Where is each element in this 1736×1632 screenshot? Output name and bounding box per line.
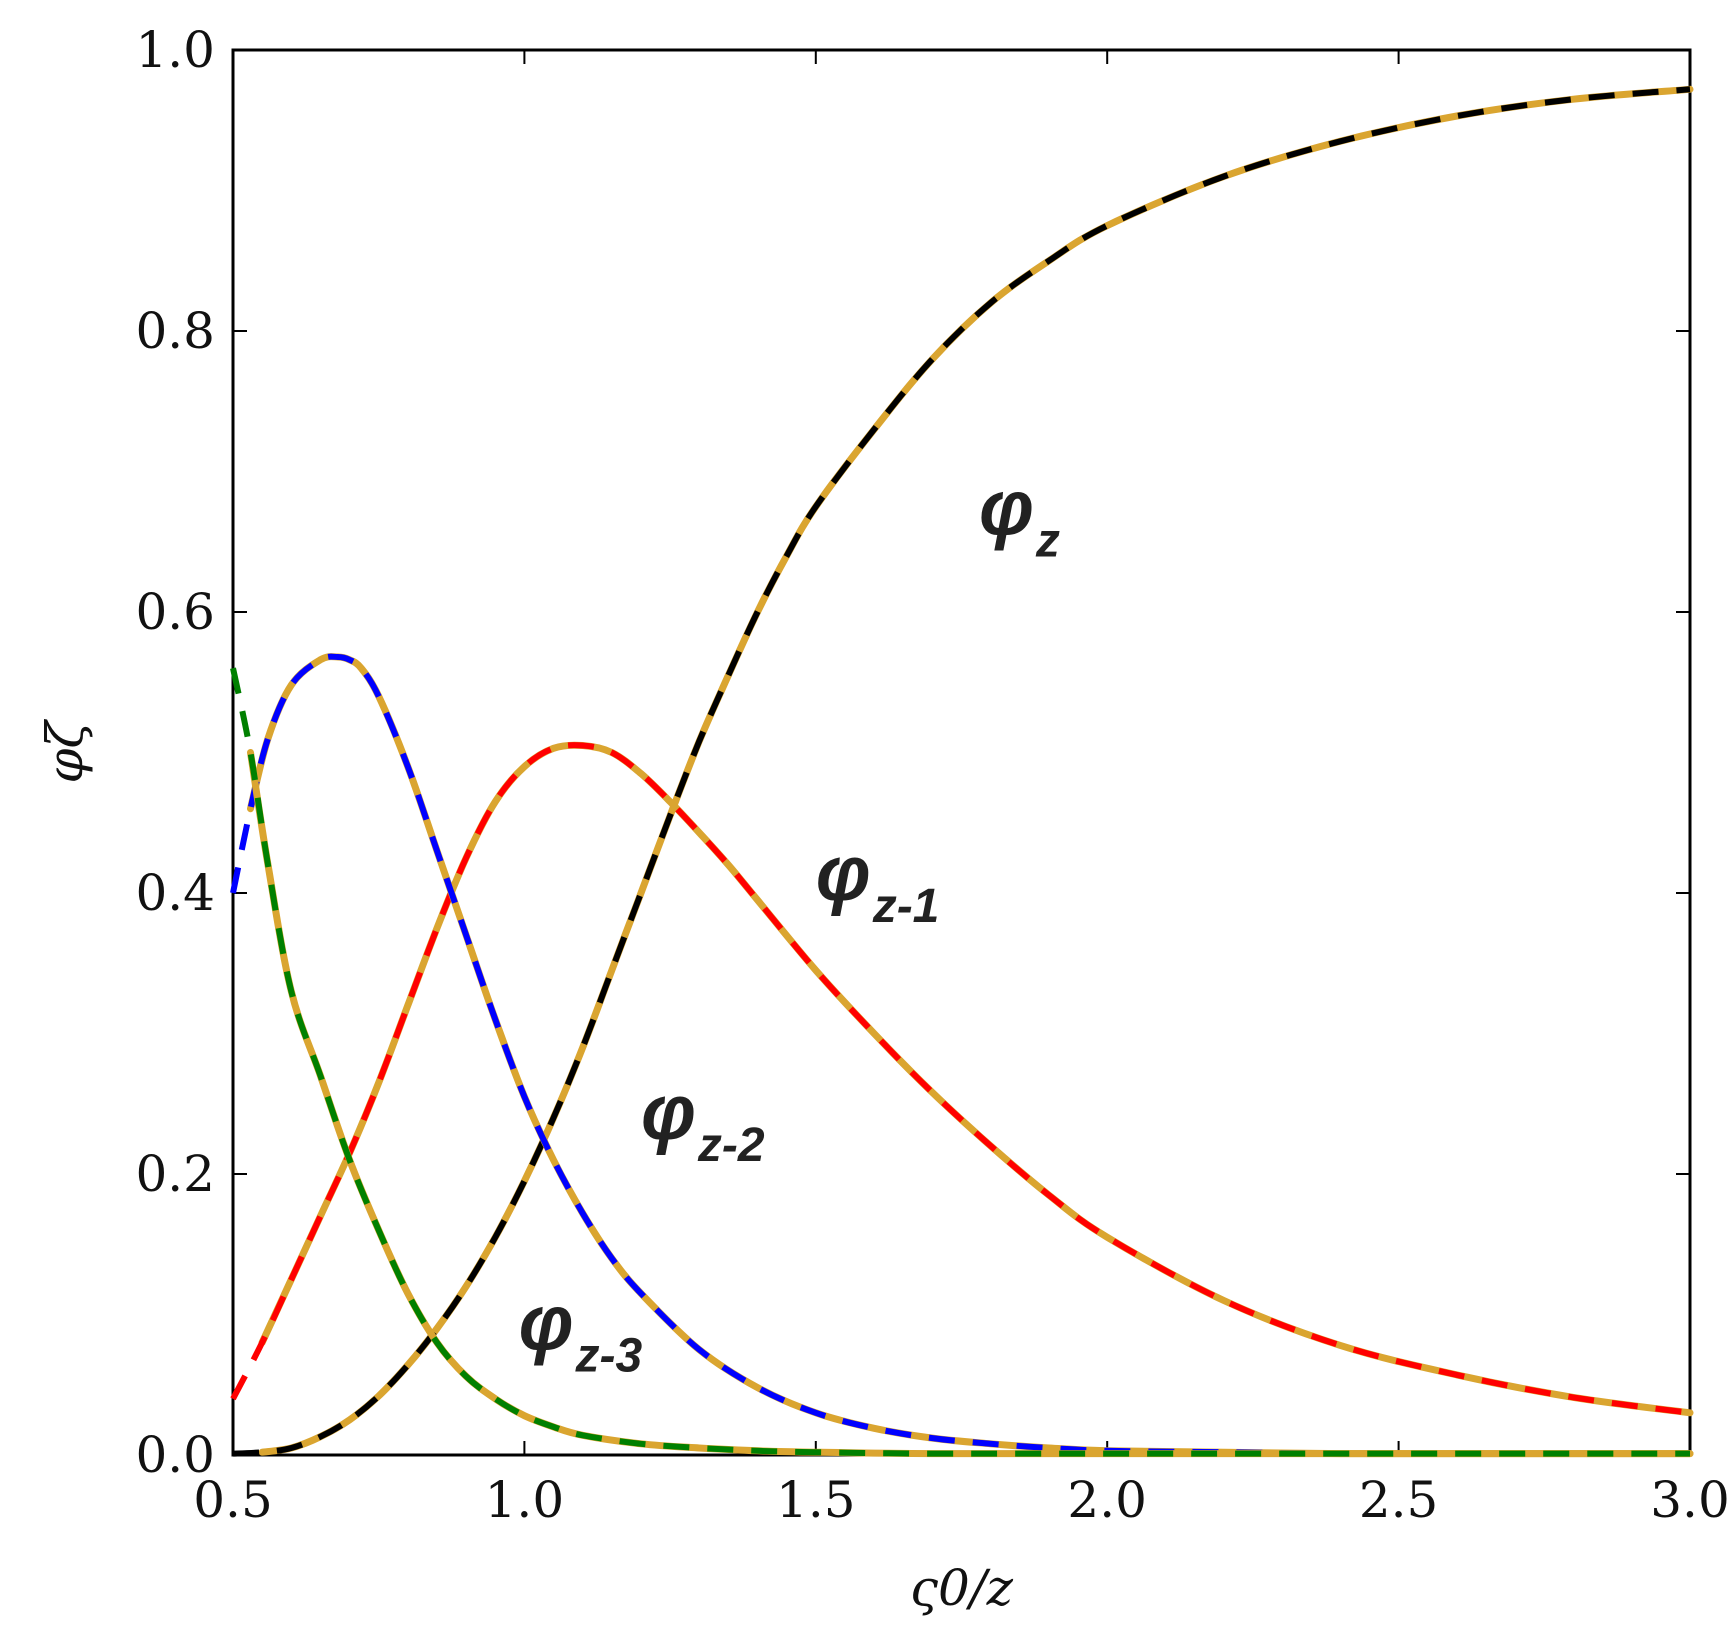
y-tick-label: 0.6 (135, 583, 215, 641)
series-label-main: φ (816, 829, 871, 917)
y-tick-label: 1.0 (135, 21, 215, 79)
series-label-sub: z-3 (574, 1330, 642, 1383)
series-label-main: φ (979, 464, 1034, 552)
x-tick-label: 1.5 (776, 1471, 856, 1529)
x-axis-label: ς0/z (910, 1559, 1014, 1617)
series-label-main: φ (641, 1068, 696, 1156)
plot-frame (231, 48, 1692, 1457)
series-solid-line-z (258, 85, 1694, 1456)
series-solid-line-z-1 (258, 741, 1694, 1417)
series-label-z-2: φz-2 (641, 1068, 765, 1172)
x-tick-label: 3.0 (1650, 1471, 1730, 1529)
series-dashed-line-z-3 (230, 667, 1690, 1457)
series-label-sub: z-1 (872, 880, 940, 933)
series-label-sub: z-2 (697, 1119, 765, 1172)
x-tick-label: 2.0 (1067, 1471, 1147, 1529)
series-label-z-1: φz-1 (816, 829, 940, 933)
x-tick-label: 2.5 (1359, 1471, 1439, 1529)
series-dashed-line-z (232, 86, 1691, 1457)
series-label-main: φ (519, 1279, 574, 1367)
series-dashed-line-z-2 (230, 653, 1690, 1457)
series-label-sub: z (1035, 515, 1060, 568)
y-tick-label: 0.2 (135, 1145, 215, 1203)
y-axis-label: φζ (36, 719, 94, 784)
x-tick-label: 1.0 (485, 1471, 565, 1529)
y-tick-label: 0.8 (135, 302, 215, 360)
y-tick-label: 0.4 (135, 864, 215, 922)
series-label-z: φz (979, 464, 1060, 568)
series-dashed-line-z-1 (230, 742, 1691, 1416)
series-solid-line-z-2 (247, 653, 1694, 1458)
x-tick-label: 0.5 (193, 1471, 273, 1529)
series-label-z-3: φz-3 (519, 1279, 643, 1383)
y-tick-label: 0.0 (135, 1426, 215, 1484)
